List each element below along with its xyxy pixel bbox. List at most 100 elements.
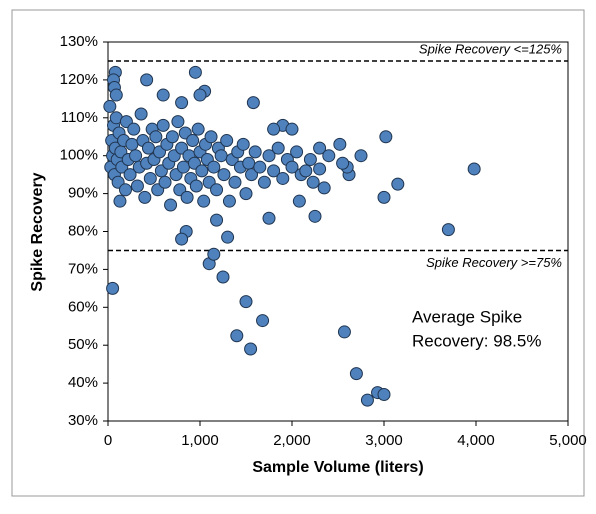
point (130, 179, 144, 193)
point (109, 88, 123, 102)
x-tick-label: 3,000 (365, 432, 403, 449)
point (467, 162, 481, 176)
point (262, 149, 276, 163)
point (239, 295, 253, 309)
point (245, 168, 259, 182)
point (207, 247, 221, 261)
point (171, 115, 185, 129)
point (322, 149, 336, 163)
point (138, 190, 152, 204)
point (210, 213, 224, 227)
point (253, 160, 267, 174)
point (267, 122, 281, 136)
x-axis-title: Sample Volume (liters) (252, 459, 423, 476)
y-tick-label: 120% (60, 71, 98, 88)
point (186, 134, 200, 148)
point (127, 122, 141, 136)
point (113, 194, 127, 208)
point (239, 187, 253, 201)
point (180, 190, 194, 204)
point (360, 393, 374, 407)
point (118, 183, 132, 197)
annotation: Recovery: 98.5% (412, 331, 541, 350)
point (377, 190, 391, 204)
point (267, 164, 281, 178)
point (220, 134, 234, 148)
point (285, 122, 299, 136)
point (175, 232, 189, 246)
y-tick-label: 90% (68, 185, 98, 202)
point (299, 164, 313, 178)
point (149, 130, 163, 144)
point (379, 130, 393, 144)
point (230, 329, 244, 343)
point (106, 281, 120, 295)
point (158, 175, 172, 189)
point (236, 137, 250, 151)
point (217, 168, 231, 182)
point (292, 194, 306, 208)
y-tick-label: 60% (68, 298, 98, 315)
point (156, 88, 170, 102)
y-tick-label: 70% (68, 260, 98, 277)
point (244, 342, 258, 356)
point (175, 96, 189, 110)
y-tick-label: 40% (68, 374, 98, 391)
point (140, 73, 154, 87)
point (276, 171, 290, 185)
frame (11, 9, 585, 497)
point (228, 175, 242, 189)
y-tick-label: 130% (60, 33, 98, 50)
point (188, 65, 202, 79)
point (303, 152, 317, 166)
point (391, 177, 405, 191)
y-axis-title: Spike Recovery (29, 172, 46, 291)
point (262, 211, 276, 225)
reference-label: Spike Recovery <=125% (419, 41, 562, 56)
y-tick-label: 100% (60, 147, 98, 164)
point (221, 230, 235, 244)
y-tick-label: 30% (68, 412, 98, 429)
point (197, 194, 211, 208)
point (214, 149, 228, 163)
point (210, 183, 224, 197)
point (204, 130, 218, 144)
point (103, 99, 117, 113)
x-tick-label: 4,000 (457, 432, 495, 449)
point (336, 156, 350, 170)
point (207, 160, 221, 174)
point (256, 314, 270, 328)
point (189, 179, 203, 193)
point (191, 122, 205, 136)
y-tick-label: 80% (68, 222, 98, 239)
point (441, 223, 455, 237)
point (156, 118, 170, 132)
point (176, 160, 190, 174)
point (123, 168, 137, 182)
x-tick-label: 0 (104, 432, 112, 449)
point (193, 88, 207, 102)
point (285, 160, 299, 174)
point (195, 164, 209, 178)
point (333, 137, 347, 151)
point (354, 149, 368, 163)
point (313, 162, 327, 176)
point (290, 145, 304, 159)
point (313, 141, 327, 155)
point (349, 367, 363, 381)
point (129, 149, 143, 163)
point (242, 156, 256, 170)
point (306, 175, 320, 189)
x-tick-label: 5,000 (549, 432, 587, 449)
point (337, 325, 351, 339)
x-tick-label: 2,000 (273, 432, 311, 449)
y-tick-label: 110% (61, 109, 98, 126)
point (248, 145, 262, 159)
point (246, 96, 260, 110)
point (308, 209, 322, 223)
point (134, 107, 148, 121)
x-tick-label: 1,000 (181, 432, 219, 449)
point (143, 171, 157, 185)
point (222, 194, 236, 208)
